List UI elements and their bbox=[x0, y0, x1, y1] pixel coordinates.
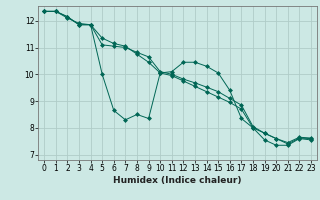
X-axis label: Humidex (Indice chaleur): Humidex (Indice chaleur) bbox=[113, 176, 242, 185]
